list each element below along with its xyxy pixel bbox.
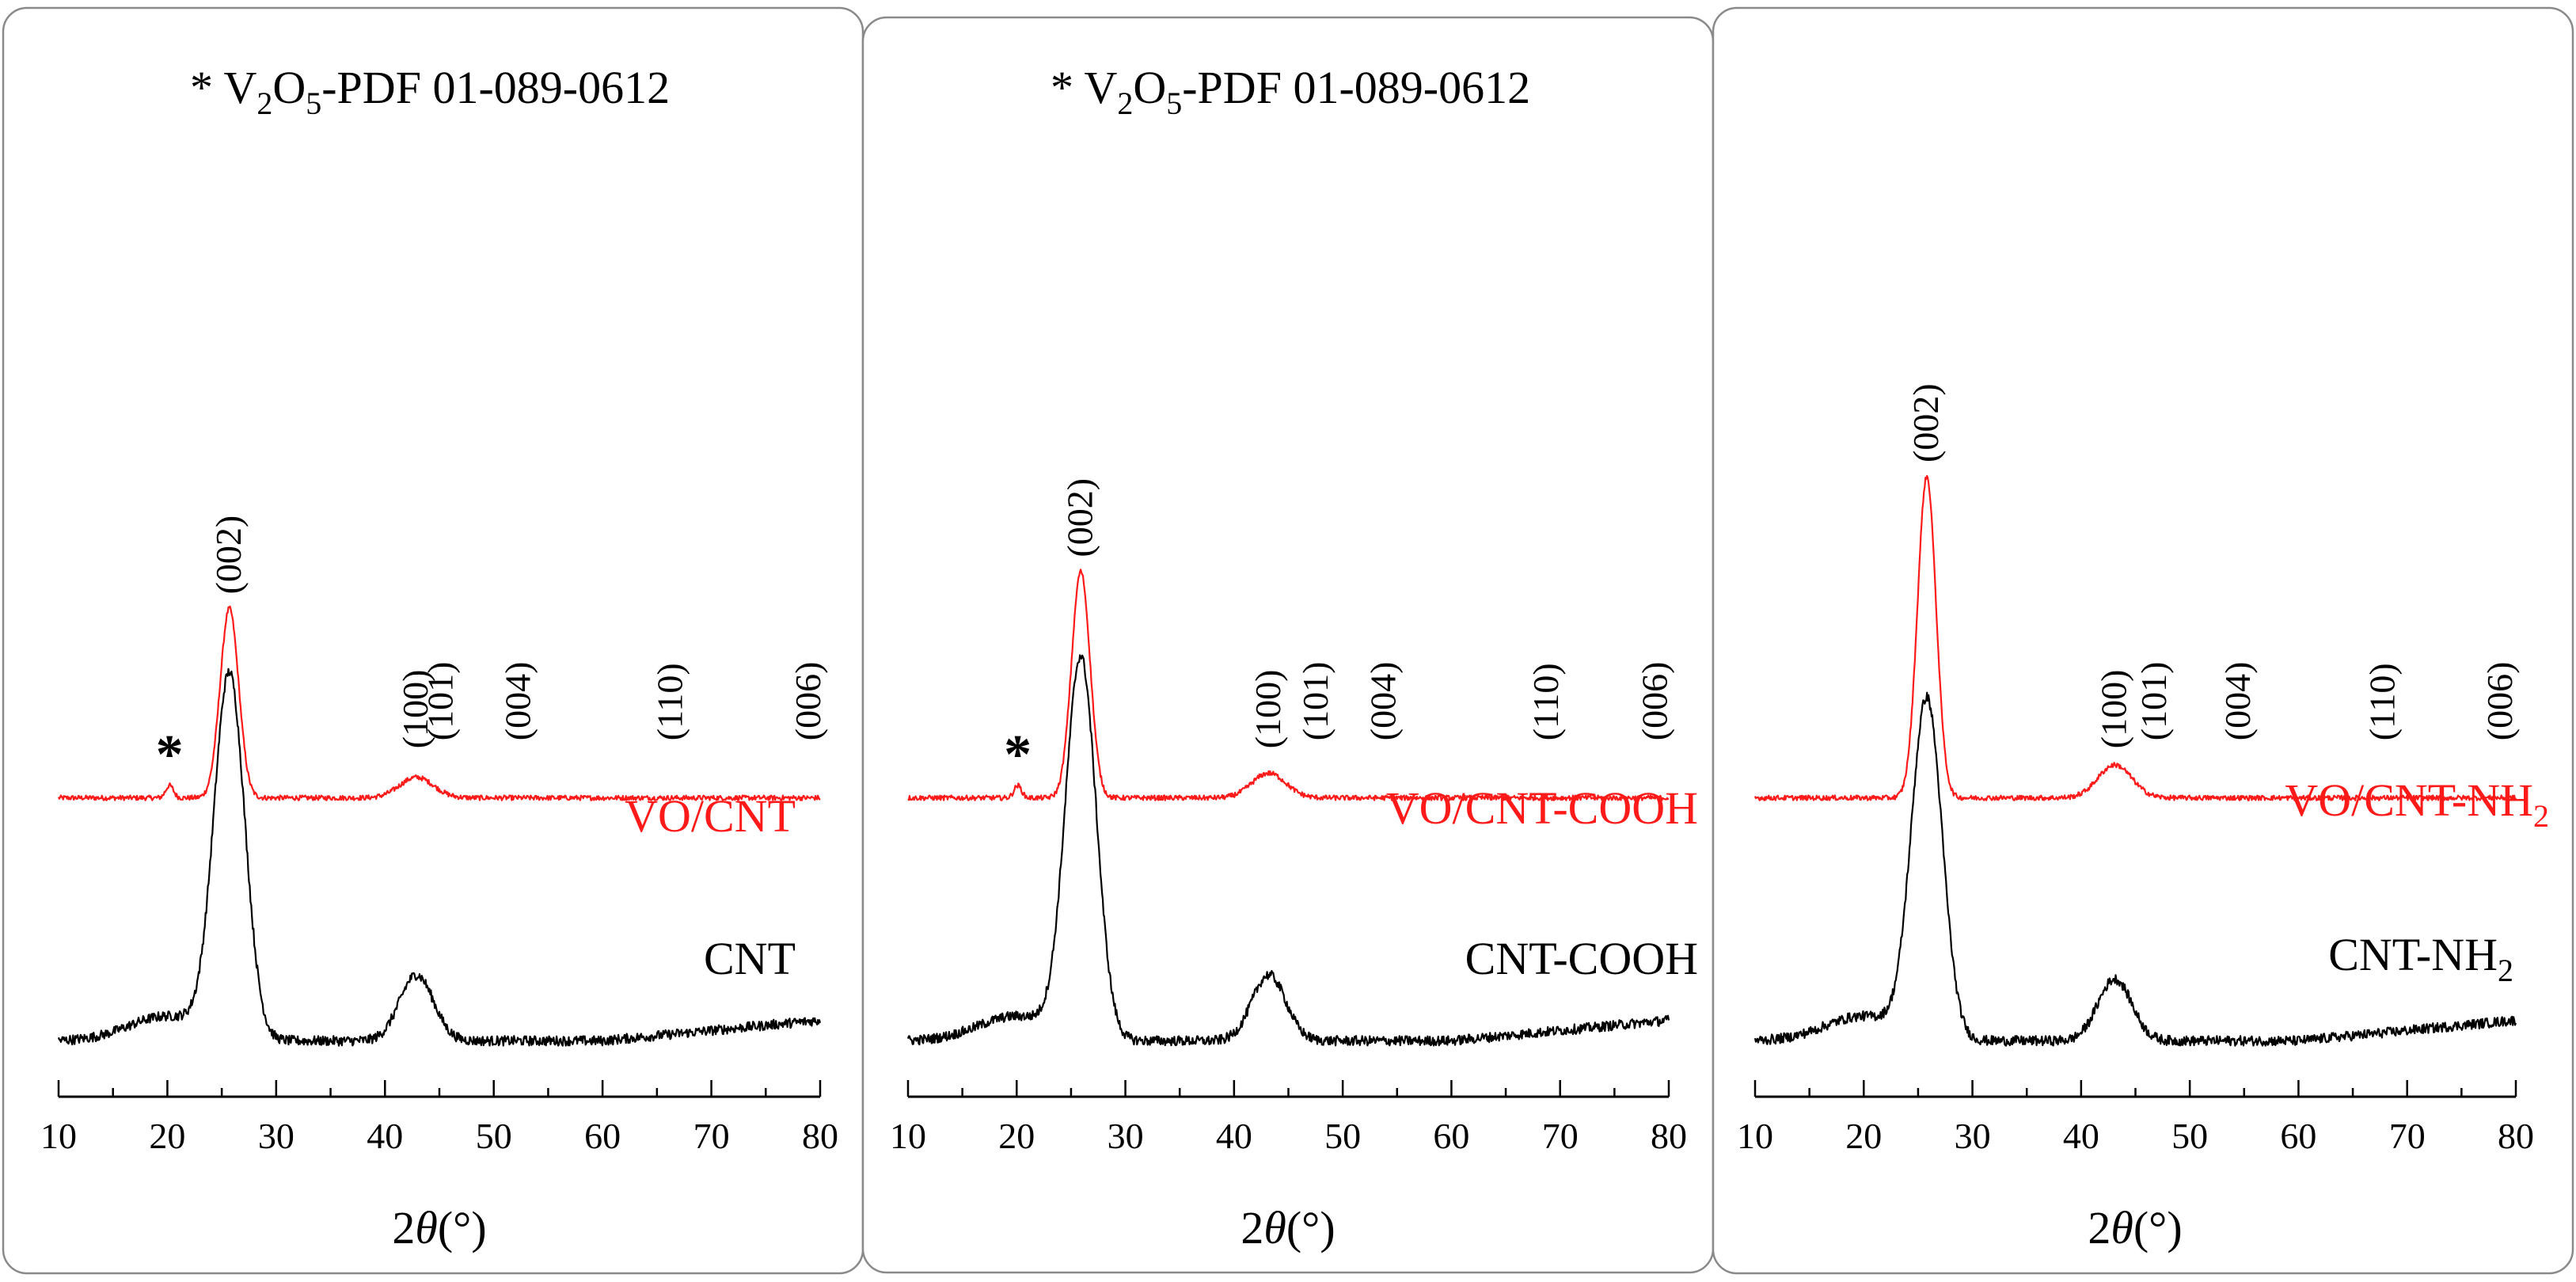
reflection-label: (006) <box>2479 662 2520 741</box>
x-axis-title: 2θ(°) <box>2088 1202 2182 1253</box>
v2o5-marker: * <box>156 725 184 786</box>
x-tick-label: 60 <box>1433 1116 1469 1156</box>
x-axis-title: 2θ(°) <box>1241 1202 1335 1253</box>
reflection-label: (002) <box>208 515 249 595</box>
panel-frame <box>2 6 864 1275</box>
x-tick-label: 30 <box>1108 1116 1144 1156</box>
x-tick-label: 40 <box>367 1116 403 1156</box>
reflection-label: (101) <box>2133 662 2174 741</box>
reflection-label: (101) <box>420 662 461 741</box>
reflection-label: (100) <box>1248 670 1288 749</box>
series-line-cnt <box>57 668 822 1047</box>
x-tick-label: 30 <box>1955 1116 1991 1156</box>
series-label-vo: VO/CNT-COOH <box>1386 782 1698 834</box>
trace-group <box>57 605 822 1047</box>
v2o5-marker: * <box>1004 725 1032 786</box>
x-tick-label: 50 <box>1324 1116 1361 1156</box>
panel-frame <box>1712 6 2574 1275</box>
reflection-label: (006) <box>788 662 828 741</box>
x-tick-label: 70 <box>1542 1116 1579 1156</box>
x-tick-label: 10 <box>40 1116 77 1156</box>
reflection-label: (004) <box>1362 662 1403 741</box>
x-tick-label: 40 <box>1216 1116 1252 1156</box>
reflection-label: (004) <box>2217 662 2258 741</box>
x-tick-label: 20 <box>149 1116 185 1156</box>
trace-group <box>906 569 1670 1047</box>
trace-group <box>1753 474 2517 1047</box>
reflection-label: (110) <box>1525 663 1566 740</box>
x-tick-label: 40 <box>2063 1116 2099 1156</box>
x-tick-label: 60 <box>584 1116 621 1156</box>
panel-frame <box>861 16 1715 1274</box>
reflection-label: (100) <box>395 670 435 749</box>
series-line-vo <box>1753 474 2517 801</box>
reflection-label: (110) <box>650 663 690 740</box>
x-tick-label: 80 <box>802 1116 838 1156</box>
series-label-vo: VO/CNT <box>625 790 796 842</box>
series-label-cnt: CNT-NH2 <box>2328 929 2513 988</box>
panel-vo-cnt: * V2O5-PDF 01-089-0612 (002)(100)(101) (0… <box>2 6 864 1275</box>
reflection-labels: (002) (100)(101) (004) (110) (006) <box>1905 383 2520 748</box>
x-ticks: 10 20 30 40 50 60 70 80 <box>1737 1080 2534 1156</box>
reflection-label: (110) <box>2362 663 2403 740</box>
series-line-cnt <box>906 654 1670 1047</box>
reflection-label: (002) <box>1905 383 1946 462</box>
x-axis-title: 2θ(°) <box>392 1202 486 1253</box>
reflection-labels: (002) (100)(101) (004) (110) (006) <box>208 515 828 748</box>
series-line-vo <box>907 569 1670 801</box>
series-label-vo: VO/CNT-NH2 <box>2285 774 2549 834</box>
x-tick-label: 10 <box>1737 1116 1773 1156</box>
reference-title: * V2O5-PDF 01-089-0612 <box>1051 62 1530 121</box>
x-tick-label: 70 <box>2389 1116 2426 1156</box>
x-tick-label: 80 <box>2498 1116 2534 1156</box>
reflection-label: (101) <box>1295 662 1335 741</box>
series-label-cnt: CNT-COOH <box>1465 933 1698 984</box>
x-ticks: 10 20 30 40 50 60 70 80 <box>40 1080 838 1156</box>
series-label-cnt: CNT <box>704 933 796 984</box>
x-tick-label: 50 <box>476 1116 512 1156</box>
x-tick-label: 30 <box>258 1116 294 1156</box>
reflection-labels: (002) (100)(101) (004) (110) (006) <box>1059 478 1674 748</box>
x-tick-label: 20 <box>998 1116 1035 1156</box>
series-line-cnt <box>1753 691 2517 1047</box>
x-ticks: 10 20 30 40 50 60 70 80 <box>890 1080 1687 1156</box>
panel-vo-cnt-nh2: (002) (100) (101) (004) (110) (006) VO/CNT-NH… <box>1712 6 2574 1275</box>
x-tick-label: 50 <box>2171 1116 2208 1156</box>
reflection-label: (004) <box>497 662 538 741</box>
reflection-label: (006) <box>1635 662 1675 741</box>
reference-title: * V2O5-PDF 01-089-0612 <box>190 62 670 121</box>
x-tick-label: 80 <box>1651 1116 1687 1156</box>
panel-vo-cnt-cooh: * V2O5-PDF 01-089-0612 (002)(100) (101) (0… <box>861 16 1715 1274</box>
reflection-label: (100) <box>2093 670 2133 749</box>
x-tick-label: 20 <box>1845 1116 1882 1156</box>
x-tick-label: 10 <box>890 1116 926 1156</box>
x-tick-label: 70 <box>693 1116 730 1156</box>
reflection-label: (002) <box>1059 478 1100 557</box>
x-tick-label: 60 <box>2280 1116 2316 1156</box>
series-line-vo <box>57 605 821 801</box>
